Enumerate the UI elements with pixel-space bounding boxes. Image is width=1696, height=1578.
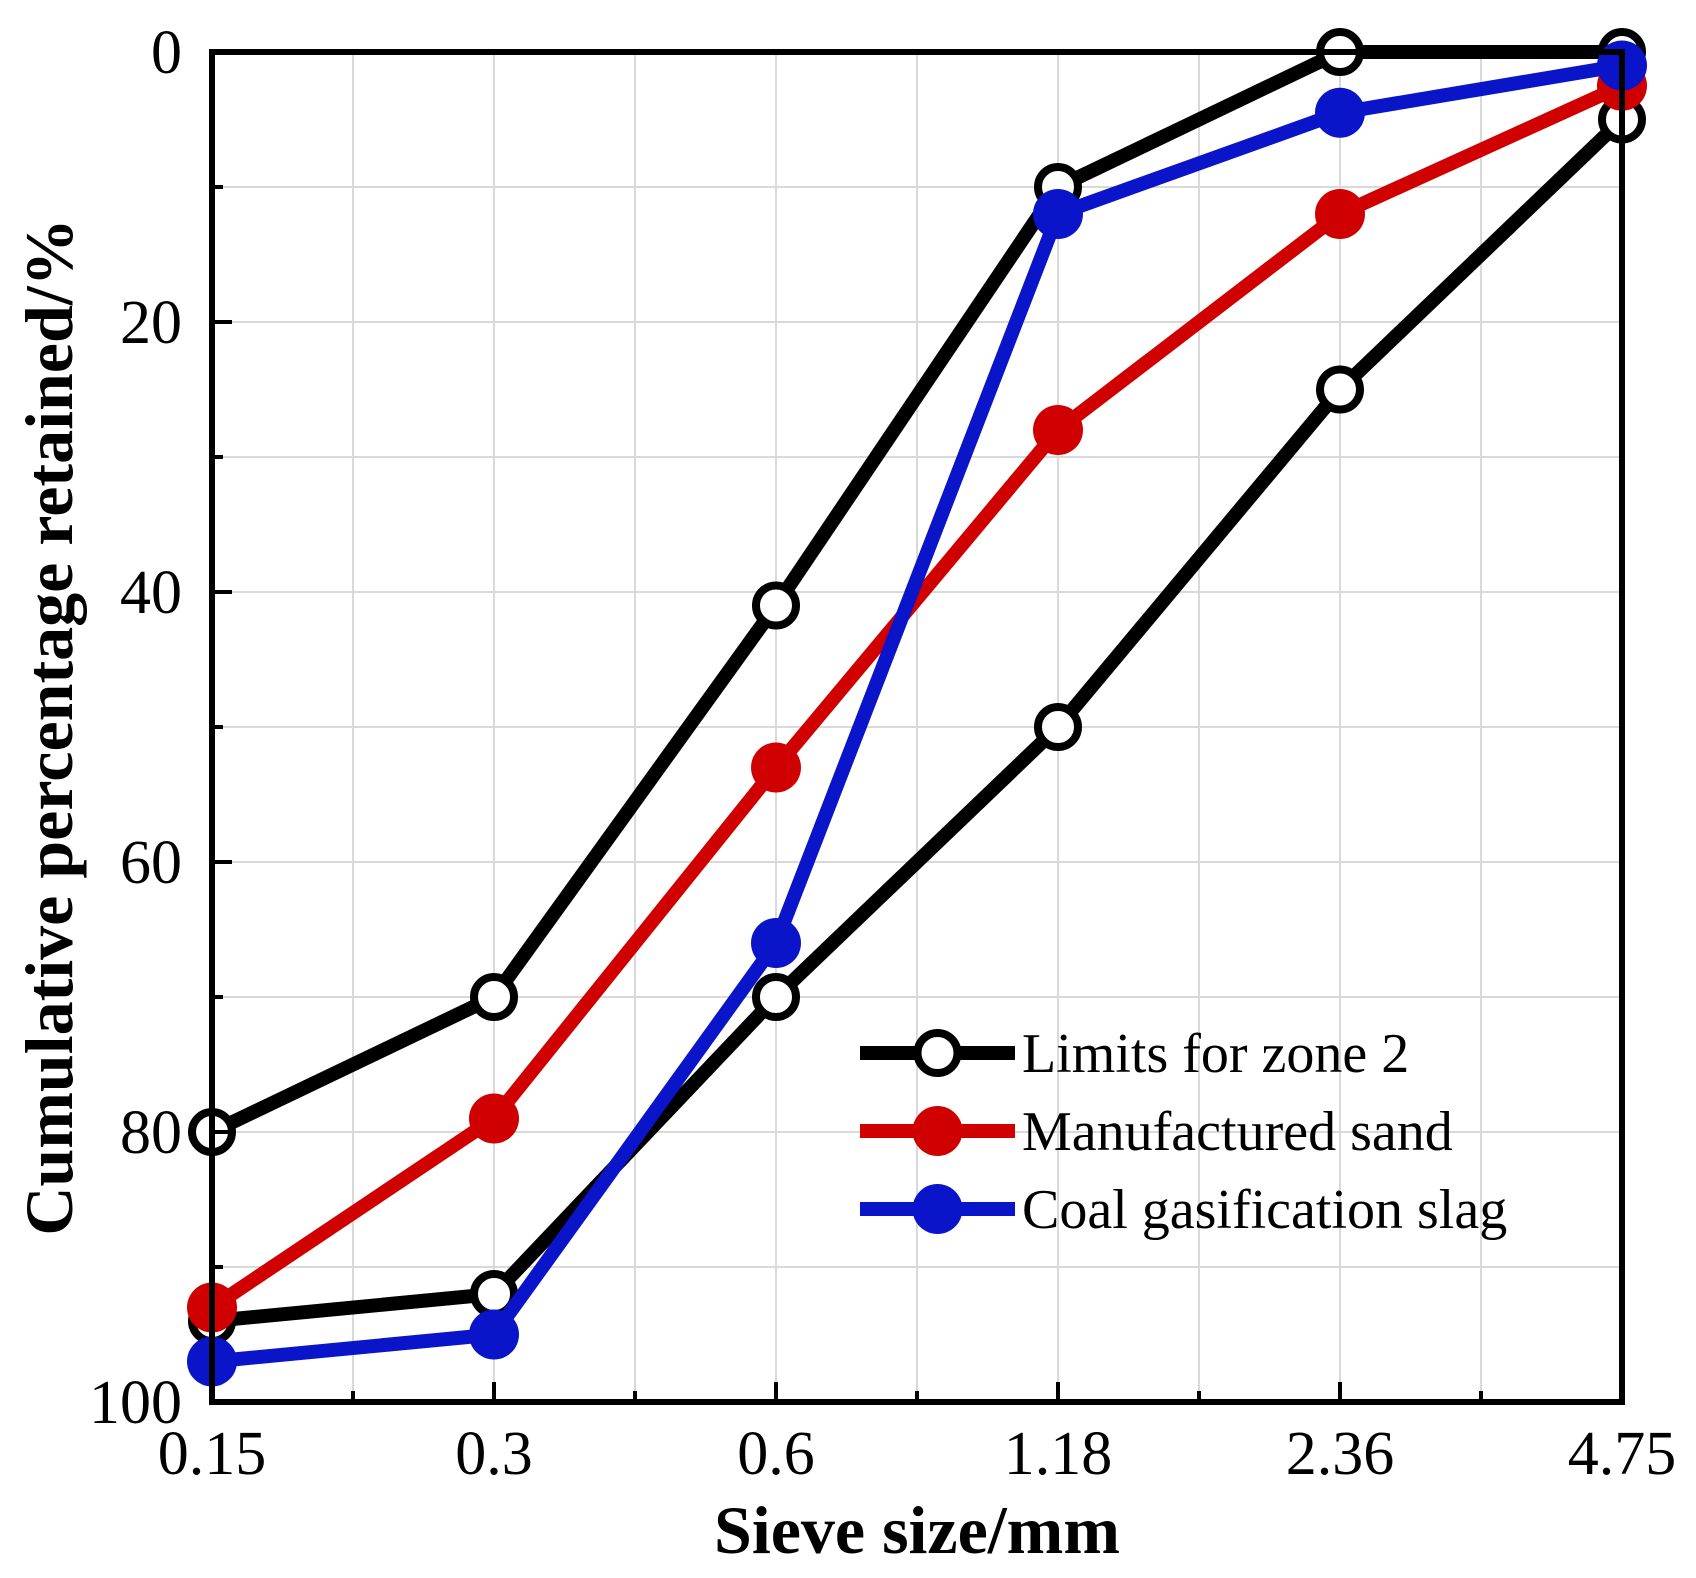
series-line bbox=[211, 114, 1627, 1328]
y-axis-title: Cumulative percentage retained/% bbox=[11, 218, 87, 1235]
x-tick-label: 2.36 bbox=[1286, 1420, 1395, 1488]
x-tick-label: 4.75 bbox=[1568, 1420, 1677, 1488]
legend: Limits for zone 2 Manufactured sand Coal g… bbox=[860, 1023, 1507, 1241]
legend-label: Coal gasification slag bbox=[1022, 1179, 1507, 1241]
y-tick-label: 20 bbox=[120, 289, 182, 357]
y-tick-label: 100 bbox=[89, 1369, 182, 1437]
data-point bbox=[1315, 189, 1365, 239]
legend-marker bbox=[912, 1106, 963, 1156]
legend-label: Manufactured sand bbox=[1022, 1101, 1453, 1163]
data-point bbox=[1315, 87, 1365, 138]
data-point bbox=[470, 973, 518, 1021]
x-tick-label: 0.6 bbox=[737, 1420, 815, 1488]
data-point bbox=[751, 918, 801, 968]
data-point bbox=[1033, 405, 1083, 455]
data-point bbox=[1316, 365, 1364, 414]
y-tick-label: 0 bbox=[151, 19, 182, 87]
axis-ticks bbox=[210, 50, 1624, 1404]
legend-label: Limits for zone 2 bbox=[1022, 1023, 1409, 1085]
data-point bbox=[469, 1309, 519, 1360]
y-tick-label: 60 bbox=[120, 829, 182, 897]
y-tick-label: 40 bbox=[120, 559, 182, 627]
legend-entry: Limits for zone 2 bbox=[860, 1023, 1409, 1085]
legend-entry: Coal gasification slag bbox=[860, 1179, 1507, 1241]
series-line bbox=[211, 58, 1624, 1369]
x-axis-title: Sieve size/mm bbox=[714, 1492, 1120, 1568]
data-point bbox=[1033, 189, 1083, 239]
data-point bbox=[752, 973, 800, 1021]
data-point bbox=[469, 1093, 519, 1144]
legend-marker bbox=[913, 1029, 962, 1077]
legend-entry: Manufactured sand bbox=[860, 1101, 1453, 1163]
data-point bbox=[751, 742, 801, 793]
x-tick-label: 1.18 bbox=[1004, 1420, 1113, 1488]
series-coal-gasification-slag bbox=[187, 40, 1647, 1387]
data-point bbox=[752, 581, 800, 630]
data-point bbox=[1034, 703, 1082, 751]
x-tick-label: 0.15 bbox=[158, 1420, 267, 1488]
tick-labels: 0.15 0.3 0.6 1.18 2.36 4.75 0 20 40 60 80 100 bbox=[89, 19, 1676, 1488]
legend-marker bbox=[912, 1184, 963, 1234]
series-line bbox=[208, 79, 1625, 1314]
x-tick-label: 0.3 bbox=[455, 1420, 533, 1488]
y-tick-label: 80 bbox=[120, 1099, 182, 1167]
